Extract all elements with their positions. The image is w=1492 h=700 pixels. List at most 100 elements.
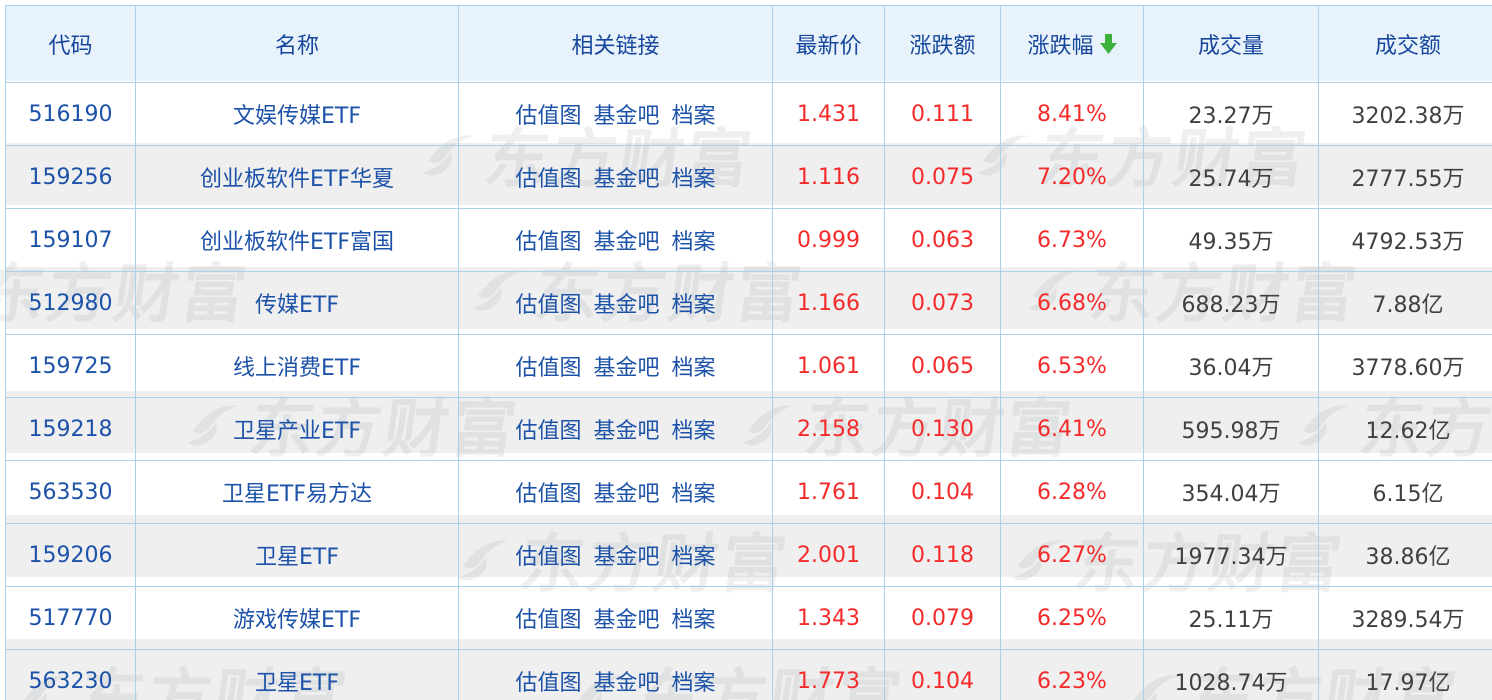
fund-bar-link[interactable]: 基金吧: [593, 293, 660, 318]
volume: 36.04万: [1143, 334, 1319, 398]
fund-name-link[interactable]: 创业板软件ETF华夏: [135, 145, 459, 209]
fund-code-link[interactable]: 159218: [5, 397, 136, 461]
fund-bar-link[interactable]: 基金吧: [593, 104, 660, 129]
fund-code-link[interactable]: 159206: [5, 523, 136, 587]
table-row: 512980 传媒ETF 估值图 基金吧 档案 1.166 0.073 6.68% 688.23…: [5, 271, 1492, 335]
table-row: 563530 卫星ETF易方达 估值图 基金吧 档案 1.761 0.104 6.28% 354…: [5, 460, 1492, 524]
change-percent: 6.28%: [1000, 460, 1144, 524]
fund-name-link[interactable]: 卫星ETF: [135, 649, 459, 700]
valuation-chart-link[interactable]: 估值图: [515, 545, 582, 570]
archive-link[interactable]: 档案: [671, 104, 716, 129]
latest-price: 2.158: [772, 397, 885, 461]
valuation-chart-link[interactable]: 估值图: [515, 104, 582, 129]
fund-bar-link[interactable]: 基金吧: [593, 671, 660, 696]
valuation-chart-link[interactable]: 估值图: [515, 482, 582, 507]
fund-code-link[interactable]: 563230: [5, 649, 136, 700]
archive-link[interactable]: 档案: [671, 419, 716, 444]
fund-name-link[interactable]: 线上消费ETF: [135, 334, 459, 398]
column-header-7: 成交额: [1318, 5, 1492, 83]
archive-link[interactable]: 档案: [671, 167, 716, 192]
fund-code-link[interactable]: 159256: [5, 145, 136, 209]
fund-bar-link[interactable]: 基金吧: [593, 419, 660, 444]
fund-code-link[interactable]: 563530: [5, 460, 136, 524]
change-amount: 0.130: [884, 397, 1001, 461]
fund-code-link[interactable]: 159725: [5, 334, 136, 398]
related-links-cell: 估值图 基金吧 档案: [458, 649, 773, 700]
valuation-chart-link[interactable]: 估值图: [515, 293, 582, 318]
fund-name-link[interactable]: 创业板软件ETF富国: [135, 208, 459, 272]
latest-price: 1.061: [772, 334, 885, 398]
column-header-label: 涨跌幅: [1027, 34, 1094, 59]
fund-bar-link[interactable]: 基金吧: [593, 230, 660, 255]
column-header-label: 相关链接: [571, 34, 660, 59]
archive-link[interactable]: 档案: [671, 671, 716, 696]
fund-bar-link[interactable]: 基金吧: [593, 545, 660, 570]
fund-name-link[interactable]: 文娱传媒ETF: [135, 82, 459, 146]
change-percent: 8.41%: [1000, 82, 1144, 146]
volume: 49.35万: [1143, 208, 1319, 272]
fund-code-link[interactable]: 159107: [5, 208, 136, 272]
turnover: 12.62亿: [1318, 397, 1492, 461]
valuation-chart-link[interactable]: 估值图: [515, 167, 582, 192]
etf-quotes-table: 代码 名称 相关链接 最新价 涨跌额 涨跌幅 成交量 成交额 516190 文娱传媒ETF 估值图…: [5, 5, 1492, 700]
archive-link[interactable]: 档案: [671, 230, 716, 255]
turnover: 17.97亿: [1318, 649, 1492, 700]
volume: 1028.74万: [1143, 649, 1319, 700]
fund-bar-link[interactable]: 基金吧: [593, 356, 660, 381]
turnover: 3289.54万: [1318, 586, 1492, 650]
latest-price: 1.431: [772, 82, 885, 146]
table-row: 159725 线上消费ETF 估值图 基金吧 档案 1.061 0.065 6.53% 36.0…: [5, 334, 1492, 398]
fund-name-link[interactable]: 卫星产业ETF: [135, 397, 459, 461]
related-links-cell: 估值图 基金吧 档案: [458, 523, 773, 587]
valuation-chart-link[interactable]: 估值图: [515, 419, 582, 444]
change-percent: 6.41%: [1000, 397, 1144, 461]
archive-link[interactable]: 档案: [671, 356, 716, 381]
column-header-4: 涨跌额: [884, 5, 1001, 83]
column-header-1: 名称: [135, 5, 459, 83]
column-header-6: 成交量: [1143, 5, 1319, 83]
latest-price: 1.773: [772, 649, 885, 700]
valuation-chart-link[interactable]: 估值图: [515, 671, 582, 696]
related-links-cell: 估值图 基金吧 档案: [458, 460, 773, 524]
column-header-label: 代码: [48, 34, 93, 59]
archive-link[interactable]: 档案: [671, 482, 716, 507]
related-links-cell: 估值图 基金吧 档案: [458, 397, 773, 461]
fund-name-link[interactable]: 卫星ETF: [135, 523, 459, 587]
sort-descending-arrow-icon[interactable]: [1099, 34, 1117, 54]
valuation-chart-link[interactable]: 估值图: [515, 230, 582, 255]
turnover: 4792.53万: [1318, 208, 1492, 272]
column-header-label: 成交额: [1374, 34, 1441, 59]
column-header-label: 涨跌额: [909, 34, 976, 59]
change-amount: 0.073: [884, 271, 1001, 335]
fund-name-link[interactable]: 游戏传媒ETF: [135, 586, 459, 650]
column-header-label: 最新价: [795, 34, 862, 59]
turnover: 3778.60万: [1318, 334, 1492, 398]
archive-link[interactable]: 档案: [671, 608, 716, 633]
related-links-cell: 估值图 基金吧 档案: [458, 334, 773, 398]
table-row: 516190 文娱传媒ETF 估值图 基金吧 档案 1.431 0.111 8.41% 23.2…: [5, 82, 1492, 146]
table-row: 159107 创业板软件ETF富国 估值图 基金吧 档案 0.999 0.063 6.73% 4…: [5, 208, 1492, 272]
fund-bar-link[interactable]: 基金吧: [593, 482, 660, 507]
latest-price: 1.166: [772, 271, 885, 335]
fund-name-link[interactable]: 传媒ETF: [135, 271, 459, 335]
archive-link[interactable]: 档案: [671, 293, 716, 318]
turnover: 7.88亿: [1318, 271, 1492, 335]
change-amount: 0.063: [884, 208, 1001, 272]
fund-name-link[interactable]: 卫星ETF易方达: [135, 460, 459, 524]
change-percent: 7.20%: [1000, 145, 1144, 209]
volume: 595.98万: [1143, 397, 1319, 461]
fund-bar-link[interactable]: 基金吧: [593, 608, 660, 633]
fund-bar-link[interactable]: 基金吧: [593, 167, 660, 192]
latest-price: 2.001: [772, 523, 885, 587]
related-links-cell: 估值图 基金吧 档案: [458, 586, 773, 650]
latest-price: 0.999: [772, 208, 885, 272]
fund-code-link[interactable]: 517770: [5, 586, 136, 650]
valuation-chart-link[interactable]: 估值图: [515, 608, 582, 633]
archive-link[interactable]: 档案: [671, 545, 716, 570]
valuation-chart-link[interactable]: 估值图: [515, 356, 582, 381]
fund-code-link[interactable]: 512980: [5, 271, 136, 335]
column-header-5[interactable]: 涨跌幅: [1000, 5, 1144, 83]
fund-code-link[interactable]: 516190: [5, 82, 136, 146]
change-amount: 0.104: [884, 460, 1001, 524]
